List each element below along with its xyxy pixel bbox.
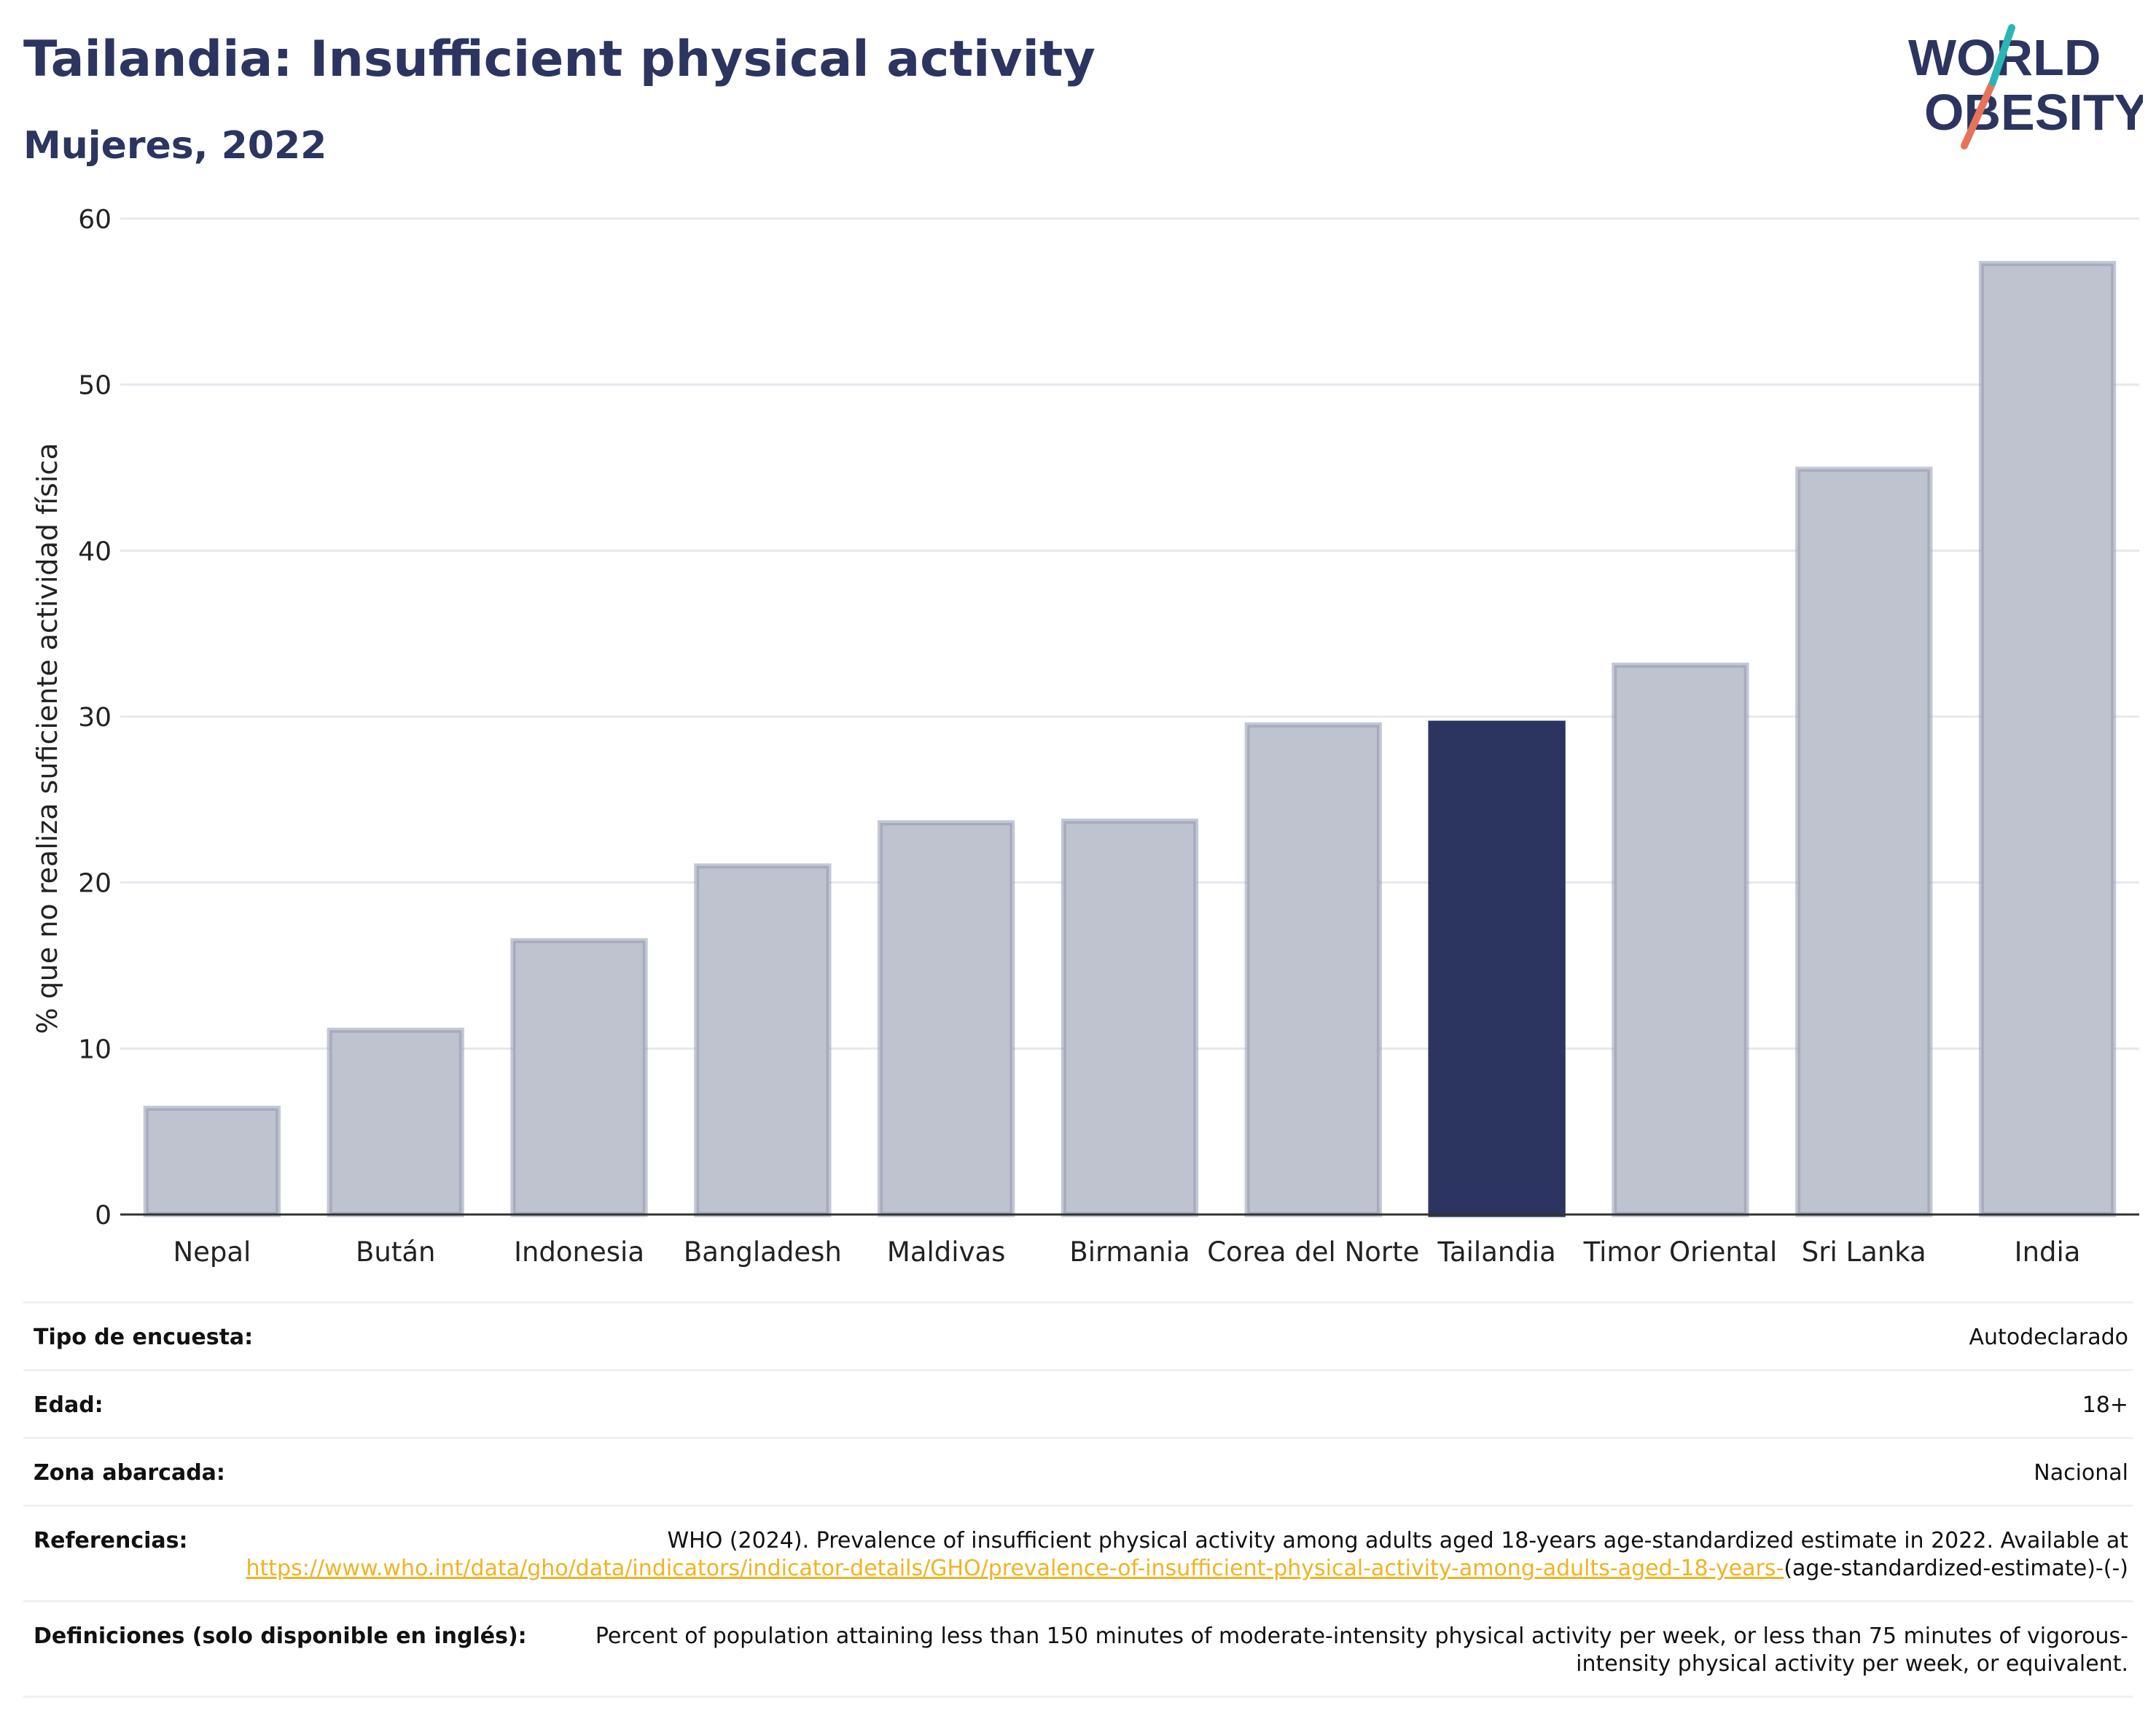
logo-slash-lower (1961, 79, 1996, 149)
x-tick-label: Bután (356, 1236, 435, 1268)
y-tick-label: 50 (78, 371, 112, 401)
y-tick-label: 40 (78, 537, 112, 566)
world-obesity-logo: WORLD OBESITY (1908, 24, 2143, 149)
x-axis-ticks: Nepal Bután Indonesia Bangladesh Maldivas Bir… (173, 1236, 2080, 1268)
info-row-value: Nacional (254, 1459, 2133, 1487)
y-axis-ticks: 0 10 20 30 40 50 60 (78, 205, 112, 1231)
bar-timor-oriental (1612, 662, 1749, 1217)
info-row: Tipo de encuesta: Autodeclarado (23, 1301, 2133, 1369)
x-tick-label: India (2015, 1236, 2081, 1268)
bar-sri-lanka (1795, 467, 1933, 1217)
info-row-value: 18+ (133, 1392, 2133, 1419)
x-tick-label: Tailandia (1437, 1236, 1555, 1268)
x-tick-label: Maldivas (887, 1236, 1006, 1268)
info-row-label: Zona abarcada: (34, 1460, 225, 1486)
bar-bangladesh (694, 863, 832, 1217)
info-row-label: Edad: (34, 1392, 103, 1418)
bars (143, 260, 2117, 1217)
info-table: Tipo de encuesta: Autodeclarado Edad: 18+ Zo… (23, 1301, 2133, 1698)
y-tick-label: 10 (78, 1034, 112, 1064)
bar-bután (327, 1027, 464, 1217)
info-row-text: Nacional (2034, 1460, 2128, 1486)
x-tick-label: Bangladesh (684, 1236, 842, 1268)
info-row-label: Tipo de encuesta: (34, 1325, 254, 1350)
x-tick-label: Sri Lanka (1802, 1236, 1926, 1268)
info-row: Zona abarcada: Nacional (23, 1437, 2133, 1505)
chart-title: Tailandia: Insufficient physical activit… (23, 31, 1095, 88)
y-tick-label: 30 (78, 703, 112, 733)
x-tick-label: Timor Oriental (1583, 1236, 1778, 1268)
info-row: Definiciones (solo disponible en inglés)… (23, 1600, 2133, 1698)
x-tick-label: Corea del Norte (1207, 1236, 1419, 1268)
info-row-label: Referencias: (34, 1528, 188, 1553)
y-tick-label: 60 (78, 205, 112, 235)
bar-birmania (1061, 818, 1199, 1217)
info-row-value: Autodeclarado (282, 1324, 2133, 1352)
info-row: Edad: 18+ (23, 1369, 2133, 1437)
logo-line-2: OBESITY (1924, 84, 2143, 141)
info-row-text: Autodeclarado (1969, 1325, 2128, 1350)
logo-slash-upper (1989, 24, 2015, 86)
info-row-label: Definiciones (solo disponible en inglés)… (34, 1623, 527, 1649)
info-row-text: WHO (2024). Prevalence of insufficient p… (667, 1528, 2128, 1553)
y-axis-label: % que no realiza suficiente actividad fí… (31, 443, 63, 1034)
y-tick-label: 0 (95, 1201, 112, 1231)
x-tick-label: Nepal (173, 1236, 251, 1268)
bar-tailandia (1428, 720, 1566, 1217)
bar-corea-del-norte (1244, 722, 1382, 1217)
chart-subtitle: Mujeres, 2022 (23, 124, 327, 168)
info-row: Referencias: WHO (2024). Prevalence of in… (23, 1505, 2133, 1600)
info-row-suffix: (age-standardized-estimate)-(-) (1784, 1556, 2128, 1581)
reference-link[interactable]: https://www.who.int/data/gho/data/indica… (246, 1556, 1784, 1581)
y-tick-label: 20 (78, 869, 112, 899)
x-tick-label: Birmania (1069, 1236, 1190, 1268)
bar-india (1978, 260, 2117, 1217)
bar-indonesia (510, 937, 648, 1217)
info-row-value: Percent of population attaining less tha… (556, 1623, 2133, 1678)
x-tick-label: Indonesia (514, 1236, 644, 1268)
bar-maldivas (878, 820, 1015, 1217)
info-row-value: WHO (2024). Prevalence of insufficient p… (217, 1527, 2133, 1583)
info-row-text: Percent of population attaining less tha… (595, 1623, 2128, 1677)
info-row-text: 18+ (2082, 1392, 2128, 1418)
bar-chart: 0 10 20 30 40 50 60 Nepal Bután Indonesia Banglad… (31, 205, 2139, 1268)
bar-nepal (143, 1105, 281, 1217)
